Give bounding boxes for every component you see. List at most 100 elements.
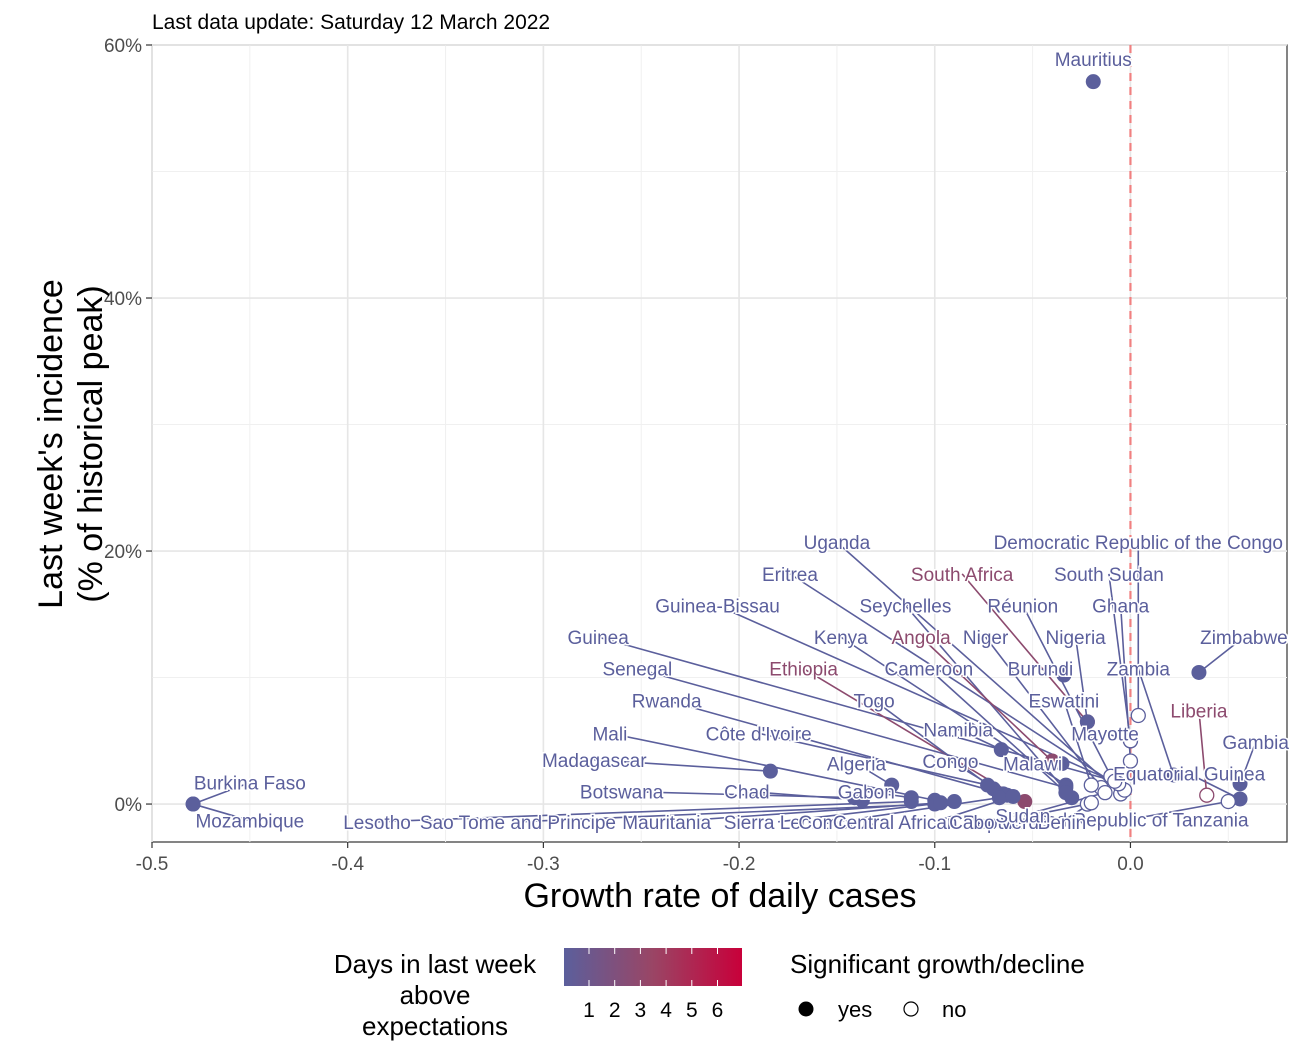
point-mozambique (185, 796, 201, 812)
point-lesotho (903, 794, 919, 810)
y-axis-title-line-1: Last week's incidence (32, 279, 70, 609)
point-malawi (1054, 756, 1070, 772)
leader-line-south-africa (961, 573, 1089, 723)
x-tick-label: -0.1 (918, 854, 951, 875)
point-zambia (1166, 767, 1181, 783)
label-cote-d-ivoire: Côte d'Ivoire (706, 724, 812, 745)
label-uganda: Uganda (804, 533, 871, 554)
label-south-sudan: South Sudan (1054, 565, 1164, 586)
x-tick-label: -0.2 (723, 854, 756, 875)
point-zimbabwe (1191, 664, 1207, 680)
leader-line-rwanda (666, 699, 1004, 795)
point-labels: Mauritius Burkina Faso Mozambique Zimbabwe G… (192, 48, 1291, 835)
point-sierra-leone (946, 794, 962, 810)
leader-line-nigeria (1074, 637, 1089, 722)
legend-open-circle-icon (903, 1001, 919, 1017)
point-madagascar (762, 763, 778, 779)
point-mauritania (933, 795, 949, 811)
data-points (185, 74, 1248, 812)
leader-line-niger (985, 636, 1102, 789)
x-tick-label: -0.3 (527, 854, 560, 875)
leader-line-mauritania (666, 801, 941, 823)
label-eritrea: Eritrea (762, 565, 818, 586)
point-liberia (1199, 787, 1215, 803)
x-tick-label: 0.0 (1117, 854, 1143, 875)
point-chad (854, 792, 870, 808)
label-mayotte: Mayotte (1071, 724, 1139, 745)
label-united-republic-of-tanzania: United Republic of Tanzania (1012, 810, 1249, 831)
label-south-africa: South Africa (911, 565, 1014, 586)
point-nigeria (1079, 714, 1095, 730)
label-central-african-republic: Central African Republic (833, 813, 1037, 834)
label-ethiopia: Ethiopia (769, 660, 838, 681)
label-mali: Mali (592, 724, 627, 745)
label-niger: Niger (963, 628, 1009, 649)
label-malawi: Malawi (1003, 755, 1062, 776)
leader-line-mozambique (192, 803, 251, 822)
x-axis-title: Growth rate of daily cases (523, 877, 916, 915)
label-sierra-leone: Sierra Leone (724, 813, 833, 834)
point-sudan (1097, 785, 1113, 801)
y-tick-label: 60% (104, 36, 142, 57)
label-nigeria: Nigeria (1046, 628, 1107, 649)
label-lesotho: Lesotho (343, 813, 411, 834)
leader-line-zimbabwe (1198, 636, 1245, 674)
point-namibia (993, 742, 1009, 758)
legend-filled-circle-icon (798, 1001, 814, 1017)
leader-line-madagascar (594, 759, 771, 772)
leader-line-cameroon (928, 668, 1067, 794)
label-algeria: Algeria (827, 755, 887, 776)
legend-color-title-2: above (400, 980, 471, 1010)
label-cameroon: Cameroon (885, 660, 974, 681)
label-kenya: Kenya (814, 628, 868, 649)
legend-colorbar (564, 948, 742, 986)
leader-line-cabo-verde (999, 803, 1088, 823)
colorbar-tick-label: 6 (712, 999, 724, 1022)
label-cabo-verde: Cabo Verde (949, 813, 1049, 834)
label-ghana: Ghana (1092, 596, 1149, 617)
colorbar-tick-label: 2 (609, 999, 621, 1022)
point-eswatini (1083, 777, 1099, 793)
legend-shape-title: Significant growth/decline (790, 949, 1085, 979)
leader-line-kenya (840, 636, 1067, 786)
y-axis-title-line-2: (% of historical peak) (72, 285, 110, 602)
leader-line-chad (746, 790, 863, 802)
y-tick-label: 0% (115, 795, 143, 816)
label-congo: Congo (922, 752, 978, 773)
label-mozambique: Mozambique (195, 812, 304, 833)
label-comoros: Comoros (798, 813, 875, 834)
y-axis-ticks: 0% 20% 40% 60% (104, 36, 152, 816)
x-axis-ticks: -0.5 -0.4 -0.3 -0.2 -0.1 0.0 (136, 842, 1144, 875)
point-united-republic-of-tanzania (1220, 793, 1236, 810)
label-namibia: Namibia (923, 720, 993, 741)
point-central-african-republic (1005, 788, 1021, 804)
plot-panel (151, 44, 1288, 843)
colorbar-tick-label: 4 (660, 999, 672, 1022)
label-reunion: Réunion (987, 596, 1058, 617)
label-botswana: Botswana (580, 782, 664, 803)
leader-line-angola (920, 636, 1053, 762)
label-zimbabwe: Zimbabwe (1200, 628, 1288, 649)
x-tick-label: -0.5 (136, 854, 169, 875)
label-mauritania: Mauritania (622, 813, 711, 834)
leader-line-lesotho (377, 800, 912, 823)
leader-line-gabon (866, 790, 912, 799)
label-liberia: Liberia (1170, 701, 1227, 722)
label-equatorial-guinea: Equatorial Guinea (1113, 765, 1266, 786)
leader-line-liberia (1198, 710, 1208, 796)
colorbar-tick-label: 1 (583, 999, 595, 1022)
y-tick-label: 40% (104, 289, 142, 310)
grid-lines (151, 44, 1287, 842)
label-angola: Angola (891, 628, 951, 649)
y-axis-title: Last week's incidence (% of historical p… (32, 279, 110, 609)
label-guinea: Guinea (568, 628, 630, 649)
point-ghana (1122, 753, 1139, 769)
legend-yes-label: yes (838, 997, 872, 1022)
colorbar-tick-label: 3 (635, 999, 647, 1022)
label-democratic-republic-of-the-congo: Democratic Republic of the Congo (994, 533, 1283, 554)
point-ethiopia (1017, 794, 1033, 810)
label-sudan: Sudan (995, 806, 1050, 827)
point-gambia (1232, 776, 1248, 792)
label-eswatini: Eswatini (1029, 691, 1100, 712)
